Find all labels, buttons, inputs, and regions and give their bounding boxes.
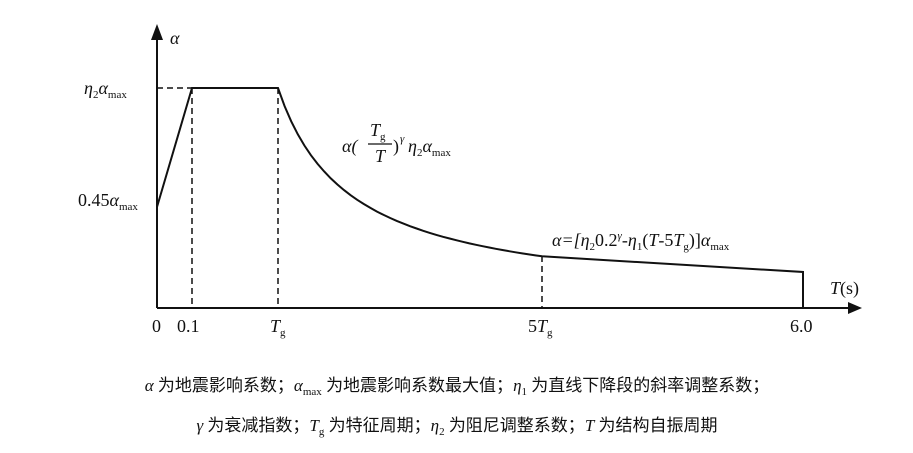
guides [157, 87, 543, 308]
axes [156, 34, 852, 309]
t: max [119, 201, 138, 213]
t: 为特征周期； [324, 416, 430, 435]
t: 2 [417, 147, 423, 159]
t: T [375, 146, 387, 166]
t: T [830, 278, 842, 298]
t: -5 [658, 230, 673, 250]
t: - [622, 230, 628, 250]
caption-line: α 为地震影响系数；αmax 为地震影响系数最大值；η1 为直线下降段的斜率调整… [145, 376, 770, 398]
x-tick-label: 6.0 [790, 316, 813, 336]
t: α [98, 78, 108, 98]
t: g [380, 131, 386, 143]
t: g [319, 426, 325, 438]
t: g [547, 327, 553, 339]
x-label: T(s) [830, 278, 859, 299]
t: 2 [439, 426, 445, 438]
t: α [294, 376, 304, 395]
x-arrow [848, 302, 862, 314]
t: (s) [840, 278, 859, 299]
t: α [170, 28, 180, 48]
t: γ [618, 230, 623, 242]
t: T [537, 316, 549, 336]
t: )] [689, 230, 701, 251]
y-arrow [151, 24, 163, 40]
t: η [513, 376, 521, 395]
t: g [280, 327, 286, 339]
t: max [432, 147, 451, 159]
spectrum-curve [156, 87, 804, 308]
t: 为直线下降段的斜率调整系数； [527, 376, 769, 395]
decay-formula: α( Tg T ) γ η2αmax [342, 120, 451, 166]
t: γ [196, 416, 204, 435]
t: T [673, 230, 685, 250]
t: ( [642, 230, 648, 251]
t: α [145, 376, 155, 395]
t: α=[ [552, 230, 582, 250]
t: α [422, 136, 432, 156]
t: max [108, 89, 127, 101]
t: 1 [522, 386, 528, 398]
t: g [683, 241, 689, 253]
x-tick-label: Tg [270, 316, 286, 339]
y-label-mid: 0.45αmax [78, 190, 138, 213]
t: α [110, 190, 120, 210]
t: 2 [590, 241, 596, 253]
caption-line: γ 为衰减指数；Tg 为特征周期；η2 为阻尼调整系数；T 为结构自振周期 [196, 416, 717, 438]
t: η [84, 78, 93, 98]
t: 2 [93, 89, 99, 101]
t: ) [393, 136, 399, 157]
t: 为地震影响系数最大值； [322, 376, 513, 395]
t: 为地震影响系数； [154, 376, 294, 395]
x-tick-label: 5Tg [528, 316, 553, 339]
t: 为衰减指数； [203, 416, 309, 435]
t: Tg [370, 120, 386, 143]
t: T [309, 416, 320, 435]
t: 0.2 [595, 230, 618, 250]
t: 0.45 [78, 190, 110, 210]
t: α [701, 230, 711, 250]
t: γ [400, 133, 405, 145]
x-tick-label: 0 [152, 316, 161, 336]
t: η [628, 230, 637, 250]
x-tick-label: 0.1 [177, 316, 200, 336]
t: 5 [528, 316, 537, 336]
t: 1 [637, 241, 643, 253]
t: 为结构自振周期 [594, 416, 717, 435]
t: 为阻尼调整系数； [445, 416, 585, 435]
t: η [581, 230, 590, 250]
t: max [303, 386, 322, 398]
t: η [431, 416, 439, 435]
t: T [585, 416, 596, 435]
t: T [370, 120, 382, 140]
t: η2αmax [408, 136, 451, 159]
t: α( [342, 136, 358, 157]
t: T [648, 230, 660, 250]
linear-formula: α=[η20.2γ-η1(T-5Tg)]αmax [552, 230, 730, 253]
t: max [710, 241, 729, 253]
t: η [408, 136, 417, 156]
y-label: α [170, 28, 180, 48]
y-label-top: η2αmax [84, 78, 127, 101]
t: T [270, 316, 282, 336]
